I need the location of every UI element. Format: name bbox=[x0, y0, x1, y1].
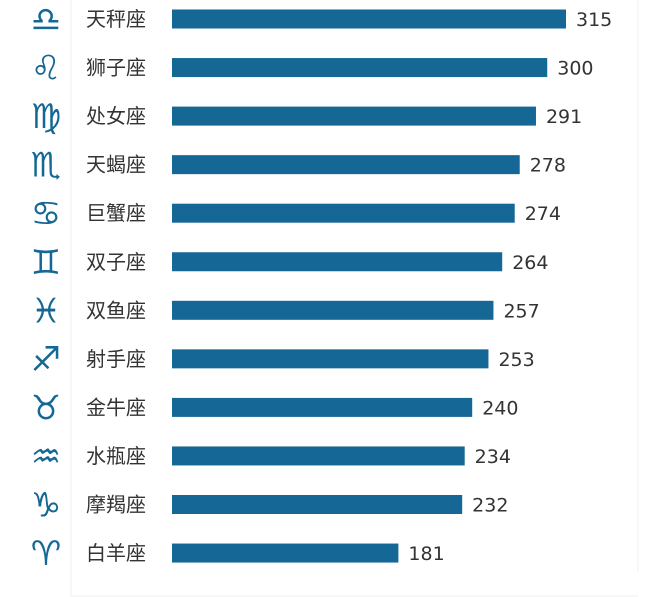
plot-frame bbox=[70, 0, 639, 597]
bar bbox=[172, 349, 489, 369]
cancer-icon: ♋ bbox=[31, 194, 61, 234]
aquarius-icon: ♒ bbox=[31, 437, 61, 477]
aries-icon: ♈ bbox=[31, 534, 61, 574]
bar bbox=[172, 397, 473, 417]
value-label: 300 bbox=[557, 58, 593, 80]
bar bbox=[172, 495, 463, 514]
value-label: 264 bbox=[512, 252, 548, 274]
gemini-icon: ♊ bbox=[31, 243, 61, 283]
zodiac-icons: ♎ ♌ ♍ ♏ ♋ ♊ ♓ ♐ ♉ ♒ ♑ ♈ bbox=[31, 0, 61, 574]
sagittarius-icon: ♐ bbox=[31, 340, 61, 380]
category-label: 双子座 bbox=[86, 250, 146, 274]
category-label: 白羊座 bbox=[86, 541, 146, 565]
value-label: 232 bbox=[472, 495, 508, 517]
value-labels: 315 300 291 278 274 264 257 253 240 234 232 181 bbox=[408, 9, 612, 565]
pisces-icon: ♓ bbox=[31, 291, 61, 331]
value-label: 257 bbox=[503, 300, 539, 322]
value-label: 315 bbox=[576, 9, 612, 31]
category-label: 狮子座 bbox=[86, 56, 146, 80]
bar bbox=[172, 58, 548, 78]
category-label: 双鱼座 bbox=[86, 298, 146, 322]
category-label: 金牛座 bbox=[86, 395, 146, 419]
value-label: 181 bbox=[408, 543, 444, 565]
bar bbox=[172, 300, 494, 320]
category-label: 天蝎座 bbox=[86, 153, 146, 177]
bar bbox=[172, 203, 515, 223]
category-label: 射手座 bbox=[86, 347, 146, 371]
scorpio-icon: ♏ bbox=[31, 146, 61, 186]
bar bbox=[172, 252, 503, 272]
category-label: 水瓶座 bbox=[86, 444, 146, 468]
virgo-icon: ♍ bbox=[31, 97, 61, 137]
category-label: 摩羯座 bbox=[86, 493, 146, 517]
category-label: 处女座 bbox=[86, 104, 146, 128]
bar bbox=[172, 446, 465, 466]
value-label: 240 bbox=[482, 397, 518, 419]
bar bbox=[172, 9, 566, 29]
bar bbox=[172, 155, 520, 175]
value-label: 274 bbox=[525, 203, 561, 225]
bar bbox=[172, 106, 536, 126]
value-label: 291 bbox=[546, 106, 582, 128]
value-label: 253 bbox=[498, 349, 534, 371]
bars bbox=[172, 9, 566, 563]
leo-icon: ♌ bbox=[31, 49, 61, 89]
taurus-icon: ♉ bbox=[31, 388, 61, 428]
capricorn-icon: ♑ bbox=[31, 486, 61, 526]
category-label: 天秤座 bbox=[86, 7, 146, 31]
bar bbox=[172, 543, 399, 563]
value-label: 234 bbox=[475, 446, 511, 468]
category-label: 巨蟹座 bbox=[86, 201, 146, 225]
value-label: 278 bbox=[530, 155, 566, 177]
libra-icon: ♎ bbox=[31, 0, 61, 40]
